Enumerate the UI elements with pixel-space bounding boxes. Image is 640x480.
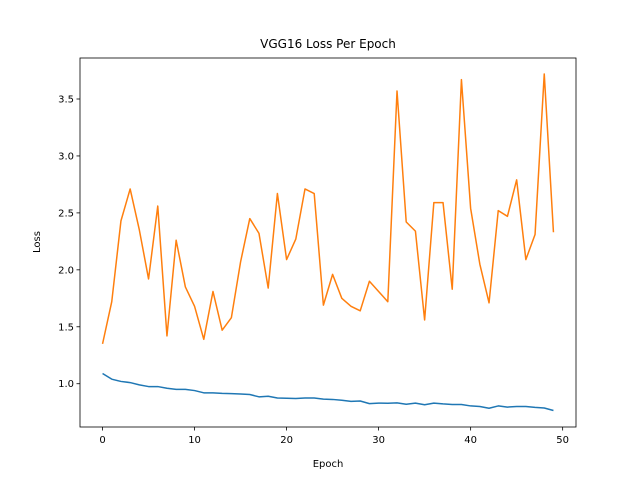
y-tick-label: 2.0 (58, 265, 74, 276)
series-line-1 (102, 372, 554, 412)
y-axis: 1.0 1.5 2.0 2.5 3.0 3.5 (58, 95, 80, 390)
x-tick-label: 0 (99, 435, 105, 446)
plot-lines (101, 73, 555, 412)
y-tick-label: 1.0 (58, 379, 74, 390)
y-tick-label: 2.5 (58, 208, 74, 219)
y-tick-label: 1.5 (58, 322, 74, 333)
x-axis-label: Epoch (313, 459, 344, 470)
x-tick-label: 30 (372, 435, 385, 446)
x-tick-label: 50 (556, 435, 569, 446)
y-tick-label: 3.0 (58, 151, 74, 162)
plot-frame (79, 57, 577, 428)
y-tick-label: 3.5 (58, 95, 74, 106)
x-tick-label: 40 (464, 435, 477, 446)
x-tick-label: 10 (188, 435, 201, 446)
y-axis-label: Loss (32, 231, 43, 253)
x-tick-label: 20 (280, 435, 293, 446)
series-line-2 (101, 73, 555, 345)
chart-title: VGG16 Loss Per Epoch (260, 37, 396, 51)
x-axis: 0 10 20 30 40 50 (99, 427, 569, 446)
